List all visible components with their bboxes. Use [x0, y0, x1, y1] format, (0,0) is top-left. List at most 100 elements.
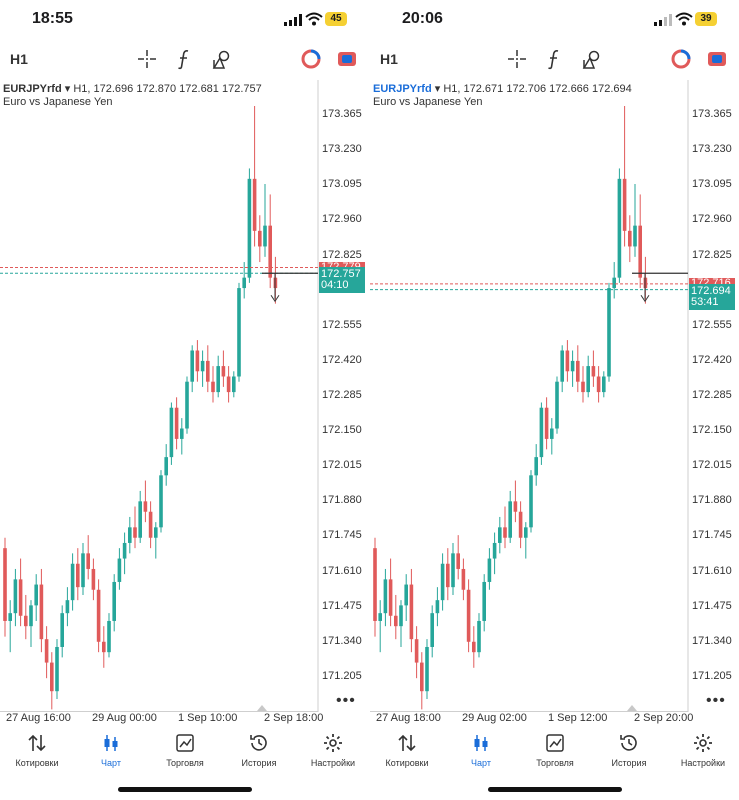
candle	[539, 402, 544, 465]
candle-body	[508, 501, 512, 538]
candle	[96, 579, 101, 653]
nav-quotes[interactable]: Котировки	[370, 730, 444, 768]
candle-body	[55, 646, 59, 692]
candle	[13, 568, 18, 627]
order-arrowhead	[270, 294, 280, 303]
symbol-info[interactable]: EURJPYrfd ▾ H1, 172.671 172.706 172.666 …	[373, 82, 632, 95]
trade-icon[interactable]	[706, 48, 728, 70]
price-tick-label: 171.610	[692, 564, 732, 577]
candle-body	[466, 589, 471, 642]
time-label: 29 Aug 00:00	[92, 712, 157, 724]
indicators-icon[interactable]	[173, 48, 195, 70]
candle	[576, 345, 580, 393]
nav-quotes[interactable]: Котировки	[0, 730, 74, 768]
candle	[8, 600, 12, 653]
candle-body	[524, 527, 528, 538]
indicators-icon[interactable]	[543, 48, 565, 70]
price-tick-label: 173.365	[322, 108, 362, 121]
nav-history[interactable]: История	[592, 730, 666, 768]
candle	[435, 587, 440, 627]
crosshair-icon[interactable]	[136, 48, 158, 70]
clock: 20:06	[402, 10, 443, 27]
candle-body	[560, 350, 564, 382]
candle-body	[237, 288, 241, 377]
symbol-info[interactable]: EURJPYrfd ▾ H1, 172.696 172.870 172.681 …	[3, 82, 262, 95]
crosshair-icon[interactable]	[506, 48, 528, 70]
candle	[451, 542, 455, 595]
candle	[24, 594, 28, 640]
candle	[508, 490, 512, 543]
candle-body	[591, 366, 596, 377]
candle	[55, 639, 59, 699]
signals-icon[interactable]	[300, 48, 322, 70]
candle-body	[263, 225, 267, 247]
price-tick-label: 172.420	[692, 353, 732, 366]
history-icon	[250, 735, 267, 751]
nav-chart[interactable]: Чарт	[74, 730, 148, 768]
bid-price: 172.694	[691, 284, 731, 297]
scroll-marker	[257, 705, 267, 711]
price-tick-label: 172.960	[692, 213, 732, 226]
candle	[544, 397, 549, 450]
candle	[383, 568, 388, 627]
candle-body	[498, 527, 502, 543]
candle-body	[570, 360, 575, 372]
candle-body	[107, 620, 111, 653]
candle-body	[174, 407, 179, 439]
nav-trade[interactable]: Торговля	[148, 730, 222, 768]
candle-body	[8, 613, 12, 621]
timeframe-button[interactable]: H1	[380, 51, 398, 67]
candle	[242, 262, 246, 299]
more-icon[interactable]: •••	[706, 692, 726, 709]
price-tick-label: 172.015	[322, 459, 362, 472]
candle	[555, 376, 559, 434]
nav-settings[interactable]: Настройки	[296, 730, 369, 768]
symbol-description: Euro vs Japanese Yen	[3, 96, 113, 108]
more-icon[interactable]: •••	[336, 692, 356, 709]
objects-icon[interactable]	[581, 48, 603, 70]
symbol-name: EURJPYrfd	[3, 83, 62, 95]
candle	[107, 613, 111, 658]
candlestick-chart	[0, 80, 319, 712]
bar-countdown: 53:41	[691, 295, 719, 308]
objects-icon[interactable]	[211, 48, 233, 70]
price-tick-label: 171.475	[322, 599, 362, 612]
candle-body	[388, 579, 393, 616]
candle-body	[258, 230, 262, 247]
candle	[143, 480, 148, 523]
signals-icon[interactable]	[670, 48, 692, 70]
candle	[138, 490, 142, 543]
candle	[503, 506, 507, 549]
price-tick-label: 171.340	[322, 634, 362, 647]
signal-icon	[654, 14, 672, 26]
candle	[60, 605, 64, 658]
time-label: 27 Aug 16:00	[6, 712, 71, 724]
nav-settings[interactable]: Настройки	[666, 730, 739, 768]
candle	[394, 594, 398, 640]
price-tick-label: 171.475	[692, 599, 732, 612]
candle-body	[440, 563, 445, 601]
candle-body	[633, 225, 637, 247]
price-tick-label: 171.880	[322, 494, 362, 507]
price-chart[interactable]: EURJPYrfd ▾ H1, 172.671 172.706 172.666 …	[370, 80, 739, 712]
price-chart[interactable]: EURJPYrfd ▾ H1, 172.696 172.870 172.681 …	[0, 80, 369, 712]
nav-chart[interactable]: Чарт	[444, 730, 518, 768]
price-tick-label: 172.150	[692, 424, 732, 437]
timeframe-button[interactable]: H1	[10, 51, 28, 67]
candle	[570, 350, 575, 387]
candle	[237, 282, 241, 382]
price-tick-label: 172.420	[322, 353, 362, 366]
candle-body	[383, 579, 388, 614]
price-tick-label: 172.150	[322, 424, 362, 437]
candle-body	[472, 641, 476, 653]
nav-trade[interactable]: Торговля	[518, 730, 592, 768]
nav-history[interactable]: История	[222, 730, 296, 768]
trade-chart-icon	[176, 734, 194, 752]
candle-body	[148, 511, 153, 538]
candle	[221, 350, 226, 387]
candle-body	[414, 639, 419, 663]
bottom-navigation: Котировки Чарт Торговля История Настройк…	[370, 730, 739, 775]
price-tick-label: 171.340	[692, 634, 732, 647]
trade-icon[interactable]	[336, 48, 358, 70]
candle-body	[252, 178, 257, 231]
